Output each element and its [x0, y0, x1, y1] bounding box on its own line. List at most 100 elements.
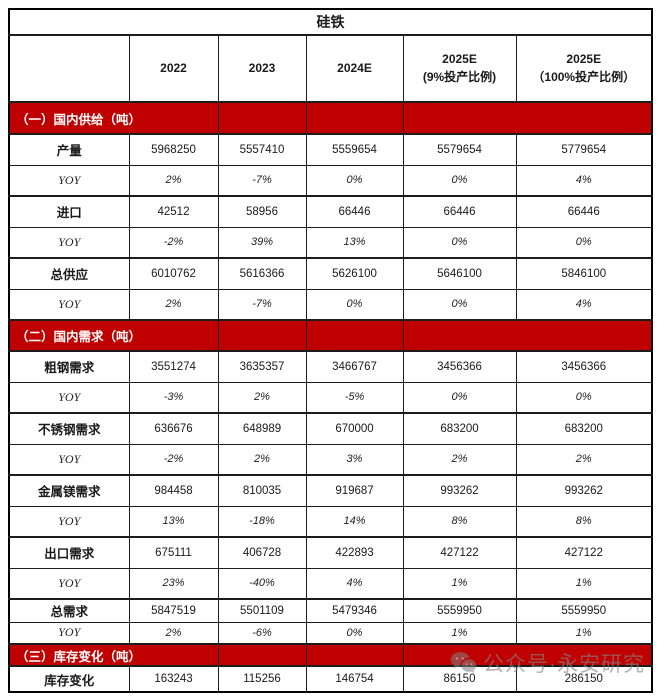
cell-value: 2% — [128, 164, 219, 197]
cell-value: 0% — [305, 621, 404, 645]
cell-value: 2% — [128, 621, 219, 645]
table-row: YOY 2% -6% 0% 1% 1% — [8, 621, 653, 645]
cell-value: 0% — [305, 164, 404, 197]
column-header: 2025E (9%投产比例) — [402, 34, 517, 103]
cell-value: 5779654 — [515, 133, 653, 166]
table-title: 硅铁 — [8, 8, 653, 36]
row-label: YOY — [8, 226, 130, 259]
cell-value: 810035 — [217, 474, 307, 507]
cell-value: 39% — [217, 226, 307, 259]
row-label: 金属镁需求 — [8, 474, 130, 507]
cell-value: -2% — [128, 226, 219, 259]
cell-value: 0% — [402, 288, 517, 321]
cell-value: 5847519 — [128, 598, 219, 623]
cell-value: 5646100 — [402, 257, 517, 290]
row-label: YOY — [8, 443, 130, 476]
cell-value: 675111 — [128, 536, 219, 569]
corner-header-cell — [8, 34, 130, 103]
cell-value: 993262 — [402, 474, 517, 507]
cell-value: 42512 — [128, 195, 219, 228]
cell-value: 422893 — [305, 536, 404, 569]
cell-value: 1% — [515, 567, 653, 600]
cell-value: 5559950 — [402, 598, 517, 623]
row-label: YOY — [8, 164, 130, 197]
cell-value: 5501109 — [217, 598, 307, 623]
table-row: 出口需求 675111 406728 422893 427122 427122 — [8, 536, 653, 569]
cell-value: 427122 — [515, 536, 653, 569]
column-header: 2025E （100%投产比例） — [515, 34, 653, 103]
cell-value: 3456366 — [515, 350, 653, 383]
cell-value: 1% — [515, 621, 653, 645]
cell-value: -3% — [128, 381, 219, 414]
cell-value: 5559654 — [305, 133, 404, 166]
section-empty-cell — [402, 643, 653, 667]
cell-value: 13% — [305, 226, 404, 259]
table-row: 库存变化 163243 115256 146754 86150 286150 — [8, 665, 653, 693]
cell-value: -18% — [217, 505, 307, 538]
cell-value: 670000 — [305, 412, 404, 445]
cell-value: 58956 — [217, 195, 307, 228]
table-row: YOY -2% 2% 3% 2% 2% — [8, 443, 653, 476]
section-row: （二）国内需求（吨） — [8, 319, 653, 352]
ferrosilicon-table: 硅铁 2022 2023 2024E 2025E (9%投产比例) 2025E （100%投… — [8, 8, 653, 693]
cell-value: 0% — [515, 381, 653, 414]
row-label: 粗钢需求 — [8, 350, 130, 383]
cell-value: 0% — [402, 381, 517, 414]
cell-value: 406728 — [217, 536, 307, 569]
cell-value: 648989 — [217, 412, 307, 445]
table-row: 金属镁需求 984458 810035 919687 993262 993262 — [8, 474, 653, 507]
cell-value: 286150 — [515, 665, 653, 693]
cell-value: 2% — [217, 381, 307, 414]
cell-value: 146754 — [305, 665, 404, 693]
cell-value: -2% — [128, 443, 219, 476]
table-row: YOY -2% 39% 13% 0% 0% — [8, 226, 653, 259]
section-empty-cell — [402, 101, 653, 135]
table-title-row: 硅铁 — [8, 8, 653, 36]
column-header: 2022 — [128, 34, 219, 103]
cell-value: 163243 — [128, 665, 219, 693]
cell-value: 115256 — [217, 665, 307, 693]
cell-value: 427122 — [402, 536, 517, 569]
row-label: 总需求 — [8, 598, 130, 623]
column-header: 2024E — [305, 34, 404, 103]
cell-value: 66446 — [402, 195, 517, 228]
cell-value: 5968250 — [128, 133, 219, 166]
table-row: 粗钢需求 3551274 3635357 3466767 3456366 3456366 — [8, 350, 653, 383]
cell-value: -6% — [217, 621, 307, 645]
section-empty-cell — [217, 319, 307, 352]
table-row: YOY 2% -7% 0% 0% 4% — [8, 164, 653, 197]
column-header: 2023 — [217, 34, 307, 103]
cell-value: 0% — [402, 226, 517, 259]
row-label: YOY — [8, 567, 130, 600]
row-label: YOY — [8, 381, 130, 414]
section-header: （三）库存变化（吨） — [8, 643, 219, 667]
row-label: YOY — [8, 505, 130, 538]
cell-value: 4% — [305, 567, 404, 600]
cell-value: 3635357 — [217, 350, 307, 383]
cell-value: 13% — [128, 505, 219, 538]
cell-value: 1% — [402, 621, 517, 645]
cell-value: 66446 — [305, 195, 404, 228]
cell-value: -7% — [217, 288, 307, 321]
row-label: 总供应 — [8, 257, 130, 290]
cell-value: 8% — [515, 505, 653, 538]
cell-value: 0% — [515, 226, 653, 259]
cell-value: 3551274 — [128, 350, 219, 383]
cell-value: -5% — [305, 381, 404, 414]
table-row: YOY 2% -7% 0% 0% 4% — [8, 288, 653, 321]
cell-value: 636676 — [128, 412, 219, 445]
cell-value: 2% — [402, 443, 517, 476]
section-header: （一）国内供给（吨） — [8, 101, 219, 135]
cell-value: 3466767 — [305, 350, 404, 383]
cell-value: 5479346 — [305, 598, 404, 623]
cell-value: 993262 — [515, 474, 653, 507]
cell-value: 0% — [402, 164, 517, 197]
cell-value: 23% — [128, 567, 219, 600]
row-label: YOY — [8, 621, 130, 645]
cell-value: 683200 — [402, 412, 517, 445]
cell-value: 14% — [305, 505, 404, 538]
section-header: （二）国内需求（吨） — [8, 319, 219, 352]
cell-value: 5626100 — [305, 257, 404, 290]
cell-value: 984458 — [128, 474, 219, 507]
